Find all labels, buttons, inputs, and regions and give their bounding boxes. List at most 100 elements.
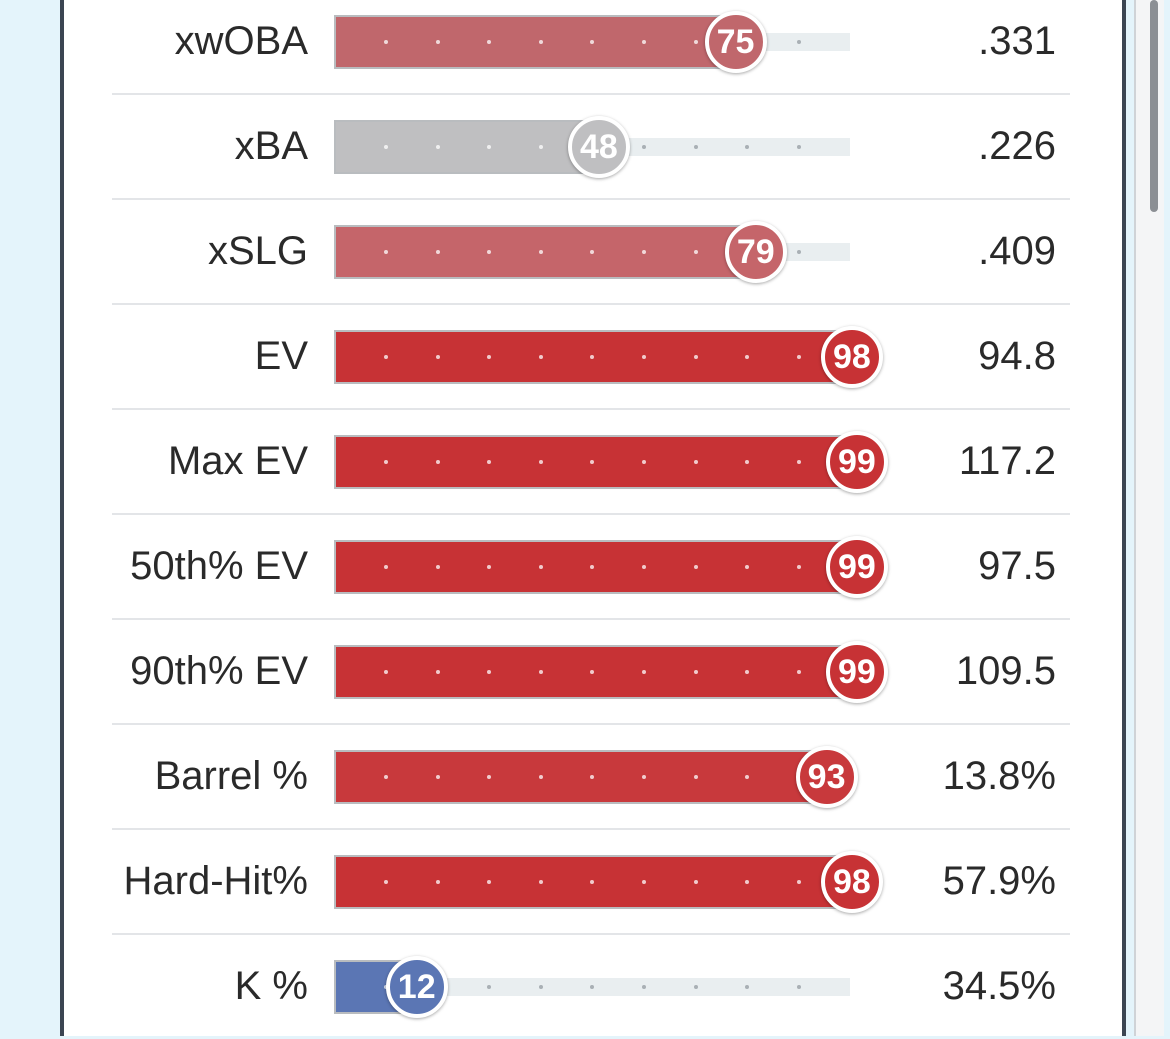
percentile-badge: 75 xyxy=(704,11,767,73)
metric-value: .226 xyxy=(978,124,1056,168)
scale-dot xyxy=(693,565,698,569)
percentile-bar-fill xyxy=(334,540,857,594)
row-divider xyxy=(112,303,1070,305)
metric-value: 97.5 xyxy=(978,544,1056,588)
metric-row: 90th% EV 99 109.5 xyxy=(112,619,1070,724)
scale-dot xyxy=(435,460,440,464)
metric-value: 109.5 xyxy=(955,649,1056,693)
scale-dot xyxy=(538,250,543,254)
scale-dot xyxy=(487,880,492,884)
scale-dot xyxy=(642,880,646,884)
percentile-bar-fill xyxy=(334,750,827,804)
scale-dot xyxy=(642,565,646,569)
scale-dot xyxy=(745,355,750,359)
scale-dot xyxy=(590,250,595,254)
scale-dot xyxy=(538,880,543,884)
scale-dot xyxy=(538,985,543,989)
metric-label: 90th% EV xyxy=(130,649,308,693)
scale-dot xyxy=(435,355,440,359)
metric-label: xwOBA xyxy=(174,19,308,63)
row-divider xyxy=(112,828,1070,830)
scale-dot xyxy=(487,250,492,254)
scale-dot xyxy=(590,355,595,359)
scale-dot xyxy=(796,670,801,674)
scale-dot xyxy=(745,670,750,674)
row-divider xyxy=(112,513,1070,515)
row-divider xyxy=(112,198,1070,200)
scale-dot xyxy=(487,985,492,989)
scale-dot xyxy=(538,775,543,779)
scale-dot xyxy=(642,460,646,464)
scale-dot xyxy=(745,880,750,884)
metric-row: xwOBA 75 .331 xyxy=(112,0,1070,94)
scale-dot xyxy=(796,460,801,464)
scale-dot xyxy=(590,670,595,674)
scale-dot xyxy=(590,40,595,44)
metric-label: xSLG xyxy=(207,229,308,273)
metric-row: Max EV 99 117.2 xyxy=(112,409,1070,514)
scale-dot xyxy=(435,670,440,674)
scale-dot xyxy=(538,670,543,674)
scale-dot xyxy=(435,40,440,44)
metric-row: 50th% EV 99 97.5 xyxy=(112,514,1070,619)
scale-dot xyxy=(384,565,388,569)
scale-dot xyxy=(796,145,801,149)
scale-dot xyxy=(796,880,801,884)
scale-dot xyxy=(435,880,440,884)
scale-dot xyxy=(693,355,698,359)
metric-row: Hard-Hit% 98 57.9% xyxy=(112,829,1070,934)
scale-dot xyxy=(538,145,543,149)
row-divider xyxy=(112,408,1070,410)
scale-dot xyxy=(538,40,543,44)
percentile-badge: 99 xyxy=(825,431,888,493)
metric-label: Max EV xyxy=(167,439,308,483)
percentile-badge: 98 xyxy=(820,851,883,913)
scale-dot xyxy=(538,355,543,359)
scale-dot xyxy=(642,775,646,779)
percentile-badge: 48 xyxy=(567,116,630,178)
scale-dot xyxy=(796,250,801,254)
percentile-bar-fill xyxy=(334,15,736,69)
scale-dot xyxy=(590,460,595,464)
percentile-badge: 99 xyxy=(825,641,888,703)
scale-dot xyxy=(487,670,492,674)
percentile-badge: 93 xyxy=(795,746,858,808)
scale-dot xyxy=(384,40,388,44)
scale-dot xyxy=(745,565,750,569)
scale-dot xyxy=(693,985,698,989)
scale-dot xyxy=(745,145,750,149)
scale-dot xyxy=(642,670,646,674)
scale-dot xyxy=(384,670,388,674)
scale-dot xyxy=(435,775,440,779)
percentile-badge: 98 xyxy=(820,326,883,388)
scale-dot xyxy=(487,460,492,464)
scale-dot xyxy=(745,775,750,779)
scale-dot xyxy=(590,775,595,779)
scrollbar-thumb[interactable] xyxy=(1150,0,1158,212)
metric-value: 94.8 xyxy=(978,334,1056,378)
scale-dot xyxy=(487,40,492,44)
scale-dot xyxy=(693,880,698,884)
row-divider xyxy=(112,93,1070,95)
scale-dot xyxy=(796,565,801,569)
scale-dot xyxy=(384,355,388,359)
metric-label: K % xyxy=(234,964,308,1008)
metric-label: xBA xyxy=(234,124,308,168)
scale-dot xyxy=(745,460,750,464)
metric-value: 34.5% xyxy=(942,964,1056,1008)
metric-row: xBA 48 .226 xyxy=(112,94,1070,199)
metric-row: K % 12 34.5% xyxy=(112,934,1070,1039)
scale-dot xyxy=(384,775,388,779)
scale-dot xyxy=(642,250,646,254)
scale-dot xyxy=(487,145,492,149)
metric-label: Hard-Hit% xyxy=(123,859,308,903)
scrollbar-track[interactable] xyxy=(1134,0,1164,1036)
metric-value: .331 xyxy=(978,19,1056,63)
scale-dot xyxy=(642,40,646,44)
metric-label: Barrel % xyxy=(154,754,308,798)
scale-dot xyxy=(538,460,543,464)
metric-row: xSLG 79 .409 xyxy=(112,199,1070,304)
row-divider xyxy=(112,618,1070,620)
scale-dot xyxy=(435,250,440,254)
percentile-badge: 12 xyxy=(385,956,448,1018)
